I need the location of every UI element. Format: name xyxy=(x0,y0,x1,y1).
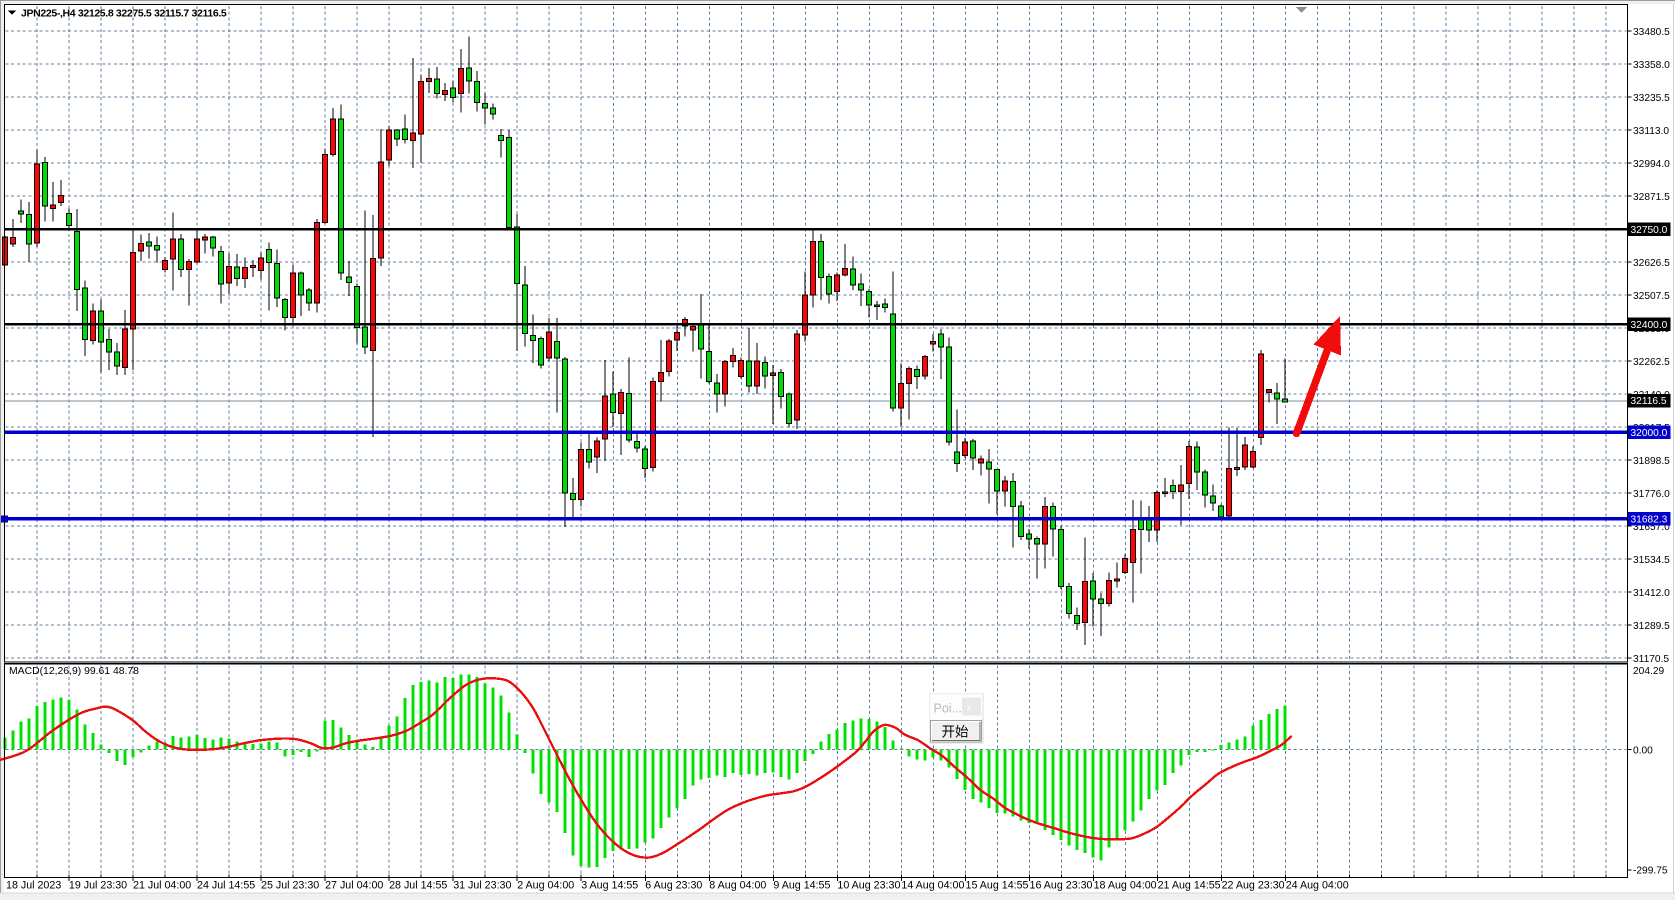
svg-text:32507.5: 32507.5 xyxy=(1633,291,1670,302)
svg-text:27 Jul 04:00: 27 Jul 04:00 xyxy=(325,880,383,892)
svg-text:-299.75: -299.75 xyxy=(1633,865,1668,876)
svg-text:Poi...: Poi... xyxy=(934,702,963,716)
svg-text:21 Aug 14:55: 21 Aug 14:55 xyxy=(1158,880,1221,892)
svg-text:0.00: 0.00 xyxy=(1633,745,1653,756)
svg-text:32626.5: 32626.5 xyxy=(1633,258,1670,269)
svg-text:32871.5: 32871.5 xyxy=(1633,192,1670,203)
svg-text:33235.5: 33235.5 xyxy=(1633,93,1670,104)
svg-text:18 Aug 04:00: 18 Aug 04:00 xyxy=(1094,880,1157,892)
svg-text:31289.5: 31289.5 xyxy=(1633,621,1670,632)
svg-text:32994.0: 32994.0 xyxy=(1633,159,1670,170)
svg-text:31776.0: 31776.0 xyxy=(1633,489,1670,500)
svg-text:32000.0: 32000.0 xyxy=(1631,428,1668,439)
svg-text:10 Aug 23:30: 10 Aug 23:30 xyxy=(837,880,900,892)
svg-text:31534.5: 31534.5 xyxy=(1633,555,1670,566)
svg-text:18 Jul 2023: 18 Jul 2023 xyxy=(6,880,61,892)
svg-text:24 Aug 04:00: 24 Aug 04:00 xyxy=(1286,880,1349,892)
svg-text:MACD(12,26,9) 99.61 48.78: MACD(12,26,9) 99.61 48.78 xyxy=(9,666,139,677)
svg-text:28 Jul 14:55: 28 Jul 14:55 xyxy=(389,880,447,892)
svg-text:3 Aug 14:55: 3 Aug 14:55 xyxy=(581,880,638,892)
svg-text:19 Jul 23:30: 19 Jul 23:30 xyxy=(69,880,127,892)
svg-text:6 Aug 23:30: 6 Aug 23:30 xyxy=(645,880,702,892)
svg-text:32750.0: 32750.0 xyxy=(1631,225,1668,236)
svg-text:8 Aug 04:00: 8 Aug 04:00 xyxy=(709,880,766,892)
svg-text:x: x xyxy=(967,702,973,714)
svg-text:32400.0: 32400.0 xyxy=(1631,320,1668,331)
svg-text:33113.0: 33113.0 xyxy=(1633,126,1669,137)
svg-text:9 Aug 14:55: 9 Aug 14:55 xyxy=(773,880,830,892)
svg-text:16 Aug 23:30: 16 Aug 23:30 xyxy=(1030,880,1093,892)
svg-text:33480.5: 33480.5 xyxy=(1633,27,1670,38)
svg-text:15 Aug 14:55: 15 Aug 14:55 xyxy=(966,880,1029,892)
svg-text:31170.5: 31170.5 xyxy=(1633,654,1669,665)
svg-text:31682.3: 31682.3 xyxy=(1631,515,1668,526)
svg-text:204.29: 204.29 xyxy=(1633,666,1664,677)
svg-text:14 Aug 04:00: 14 Aug 04:00 xyxy=(901,880,964,892)
svg-text:31898.5: 31898.5 xyxy=(1633,456,1670,467)
svg-text:31412.0: 31412.0 xyxy=(1633,588,1670,599)
svg-text:22 Aug 23:30: 22 Aug 23:30 xyxy=(1222,880,1285,892)
svg-text:33358.0: 33358.0 xyxy=(1633,60,1670,71)
svg-text:24 Jul 14:55: 24 Jul 14:55 xyxy=(197,880,255,892)
svg-text:31657.0: 31657.0 xyxy=(1633,522,1670,533)
svg-text:21 Jul 04:00: 21 Jul 04:00 xyxy=(133,880,191,892)
svg-text:2 Aug 04:00: 2 Aug 04:00 xyxy=(517,880,574,892)
svg-text:25 Jul 23:30: 25 Jul 23:30 xyxy=(261,880,319,892)
svg-text:JPN225-,H4 32125.8 32275.5 32: JPN225-,H4 32125.8 32275.5 32115.7 32116… xyxy=(21,8,227,20)
svg-text:32262.5: 32262.5 xyxy=(1633,357,1670,368)
svg-text:开始: 开始 xyxy=(942,725,970,740)
svg-text:31 Jul 23:30: 31 Jul 23:30 xyxy=(453,880,511,892)
svg-text:32116.5: 32116.5 xyxy=(1631,396,1667,407)
